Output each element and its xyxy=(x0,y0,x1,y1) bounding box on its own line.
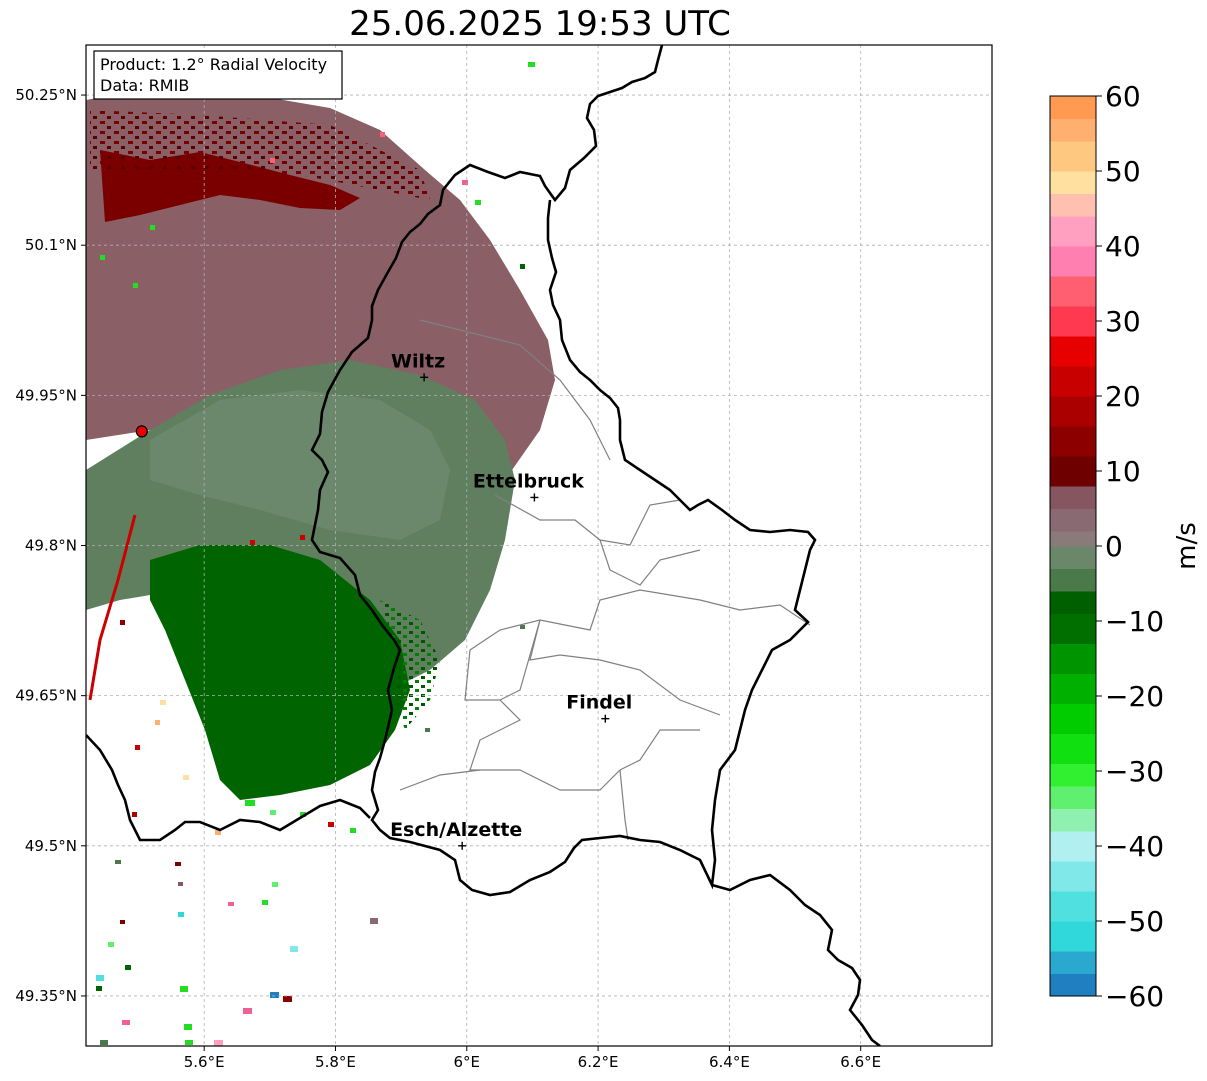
colorbar-band xyxy=(1050,171,1096,194)
city-findel: Findel xyxy=(566,692,632,723)
city-label: Ettelbruck xyxy=(473,470,584,492)
colorbar-band xyxy=(1050,336,1096,367)
colorbar-band xyxy=(1050,891,1096,922)
colorbar-band xyxy=(1050,141,1096,172)
colorbar-band xyxy=(1050,951,1096,974)
colorbar-band xyxy=(1050,546,1096,569)
colorbar-tick-label: 60 xyxy=(1105,80,1141,113)
colorbar-band xyxy=(1050,786,1096,809)
colorbar-band xyxy=(1050,733,1096,764)
colorbar-band xyxy=(1050,366,1096,397)
radar-site-marker xyxy=(135,425,148,438)
colorbar-label: m/s xyxy=(1172,522,1202,570)
colorbar-ticks: 60 50 40 30 20 10 0 −10 −20 −30 −40 −50 −60 xyxy=(1096,80,1164,1013)
lat-tick-label: 50.1°N xyxy=(25,236,77,254)
colorbar-bands xyxy=(1050,96,1096,997)
lon-tick-label: 6°E xyxy=(454,1053,481,1071)
colorbar-tick-label: −10 xyxy=(1105,605,1164,638)
city-label: Wiltz xyxy=(391,350,445,372)
colorbar-band xyxy=(1050,643,1096,674)
info-data-source: Data: RMIB xyxy=(100,76,189,95)
colorbar-band xyxy=(1050,568,1096,592)
radar-echoes xyxy=(86,62,555,1046)
lon-tick-label: 6.4°E xyxy=(709,1053,750,1071)
lat-tick-label: 49.95°N xyxy=(15,386,77,404)
colorbar-band xyxy=(1050,306,1096,337)
colorbar-band xyxy=(1050,613,1096,644)
lon-tick-label: 6.2°E xyxy=(578,1053,619,1071)
colorbar-band xyxy=(1050,96,1096,119)
colorbar-band xyxy=(1050,763,1096,787)
map-title: 25.06.2025 19:53 UTC xyxy=(349,4,731,44)
east-border xyxy=(711,873,881,1046)
city-ettelbruck: Ettelbruck xyxy=(473,470,584,502)
colorbar-band xyxy=(1050,861,1096,892)
colorbar-band xyxy=(1050,973,1096,997)
district-borders xyxy=(399,319,811,841)
luxembourg-border xyxy=(310,45,817,897)
colorbar-tick-label: 50 xyxy=(1105,155,1141,188)
colorbar-tick-label: 10 xyxy=(1105,455,1141,488)
lat-tick-label: 50.25°N xyxy=(15,86,77,104)
colorbar-band xyxy=(1050,673,1096,704)
echo-darkgreen-field xyxy=(150,545,410,800)
city-wiltz: Wiltz xyxy=(391,350,445,382)
colorbar-band xyxy=(1050,193,1096,217)
southern-border xyxy=(86,734,371,842)
echo-isolated-pixels xyxy=(96,62,535,1046)
echo-red-speckle xyxy=(90,110,430,200)
colorbar-band xyxy=(1050,591,1096,614)
colorbar-band xyxy=(1050,486,1096,509)
axes: 5.6°E 5.8°E 6°E 6.2°E 6.4°E 6.6°E 50.25°N 50.1°… xyxy=(15,86,881,1071)
colorbar-band xyxy=(1050,921,1096,952)
city-labels: Wiltz Ettelbruck Findel Esch/Alzette xyxy=(390,350,632,850)
colorbar-band xyxy=(1050,118,1096,142)
colorbar-tick-label: −30 xyxy=(1105,755,1164,788)
lat-tick-label: 49.65°N xyxy=(15,687,77,705)
colorbar-band xyxy=(1050,276,1096,307)
colorbar-tick-label: −40 xyxy=(1105,830,1164,863)
colorbar-tick-label: 30 xyxy=(1105,305,1141,338)
city-label: Findel xyxy=(566,692,632,714)
colorbar-tick-label: 40 xyxy=(1105,230,1141,263)
info-box: Product: 1.2° Radial Velocity Data: RMIB xyxy=(93,50,343,100)
lon-tick-label: 5.8°E xyxy=(315,1053,356,1071)
echo-lightgreen-field xyxy=(150,390,450,540)
colorbar-band xyxy=(1050,808,1096,832)
country-border xyxy=(86,45,881,1046)
city-label: Esch/Alzette xyxy=(390,819,522,841)
colorbar-band xyxy=(1050,703,1096,734)
colorbar-band xyxy=(1050,531,1096,547)
colorbar-band xyxy=(1050,216,1096,247)
info-product: Product: 1.2° Radial Velocity xyxy=(100,55,327,74)
lat-tick-label: 49.8°N xyxy=(25,537,77,555)
colorbar-tick-label: 20 xyxy=(1105,380,1141,413)
echo-darkgreen-speckle xyxy=(380,600,440,730)
echo-red-radial xyxy=(88,514,137,701)
colorbar-band xyxy=(1050,396,1096,427)
city-esch-alzette: Esch/Alzette xyxy=(390,819,522,850)
lon-tick-label: 5.6°E xyxy=(184,1053,225,1071)
colorbar-tick-label: −20 xyxy=(1105,680,1164,713)
colorbar-tick-label: −50 xyxy=(1105,905,1164,938)
gridlines xyxy=(86,45,992,1046)
colorbar-band xyxy=(1050,456,1096,487)
colorbar-tick-label: −60 xyxy=(1105,980,1164,1013)
colorbar-band xyxy=(1050,831,1096,862)
colorbar-band xyxy=(1050,246,1096,277)
colorbar-band xyxy=(1050,426,1096,457)
lon-tick-label: 6.6°E xyxy=(840,1053,881,1071)
colorbar-tick-label: 0 xyxy=(1105,530,1123,563)
lat-tick-label: 49.35°N xyxy=(15,987,77,1005)
lat-tick-label: 49.5°N xyxy=(25,837,77,855)
colorbar-band xyxy=(1050,508,1096,532)
